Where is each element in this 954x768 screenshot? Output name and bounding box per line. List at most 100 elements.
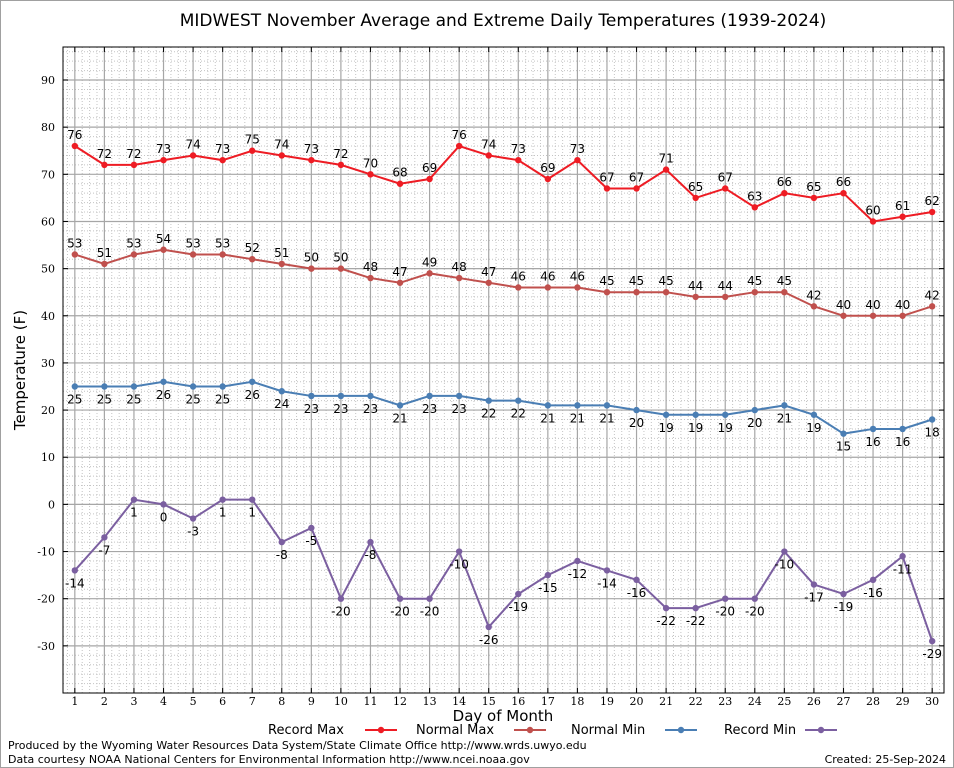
record-min-point [71, 567, 79, 574]
plot-frame [62, 46, 945, 694]
normal-min-value-label: 26 [156, 388, 171, 402]
x-tick-label: 7 [249, 695, 256, 708]
normal-min-value-label: 16 [895, 435, 910, 449]
x-tick-label: 1 [71, 695, 78, 708]
normal-max-point [308, 265, 315, 272]
record-min-value-label: -20 [390, 605, 410, 619]
normal-min-value-label: 21 [599, 411, 614, 425]
normal-max-value-label: 45 [658, 274, 673, 288]
record-max-value-label: 74 [185, 137, 200, 151]
legend-label-record-min: Record Min [724, 723, 796, 738]
record-max-point [308, 156, 315, 164]
normal-max-point [278, 260, 285, 268]
record-min-point [189, 515, 197, 522]
record-min-point [603, 567, 611, 574]
x-tick-label: 17 [541, 695, 555, 708]
x-tick-label: 29 [896, 695, 910, 708]
x-tick-label: 5 [190, 695, 197, 708]
normal-min-value-label: 25 [67, 393, 82, 407]
normal-min-value-label: 22 [481, 407, 496, 421]
normal-max-point [455, 274, 463, 282]
normal-min-value-label: 20 [629, 416, 644, 430]
record-max-value-label: 73 [304, 142, 319, 156]
normal-max-value-label: 40 [895, 298, 910, 312]
plot-area [63, 47, 944, 693]
x-tick-label: 22 [689, 695, 703, 708]
record-max-point [426, 175, 433, 183]
normal-min-value-label: 21 [570, 411, 585, 425]
record-min-point [544, 571, 552, 579]
y-tick-label: 40 [41, 310, 55, 323]
x-tick-label: 2 [101, 695, 108, 708]
normal-max-value-label: 52 [245, 241, 260, 255]
normal-min-point [751, 406, 758, 414]
normal-max-value-label: 45 [777, 274, 792, 288]
record-max-point [928, 208, 936, 216]
normal-min-point [219, 383, 226, 390]
normal-min-value-label: 23 [422, 402, 437, 416]
x-tick-label: 14 [452, 695, 466, 708]
normal-max-point [869, 312, 877, 319]
normal-min-point [278, 388, 285, 395]
data-labels: 76 72 72 73 74 73 75 74 73 72 70 68 69 76 74 73 69 73 67 67… [65, 128, 942, 661]
normal-max-point [544, 284, 552, 291]
record-min-value-label: -19 [834, 600, 854, 614]
x-tick-label: 23 [718, 695, 732, 708]
record-max-value-label: 73 [215, 142, 230, 156]
record-min-point [367, 538, 374, 546]
record-min-value-label: -20 [420, 605, 440, 619]
normal-max-value-label: 53 [126, 236, 141, 250]
normal-min-point [574, 402, 581, 409]
normal-min-point [515, 397, 522, 404]
record-max-value-label: 60 [865, 203, 880, 217]
x-tick-label: 27 [836, 695, 850, 708]
record-max-point [189, 152, 197, 159]
record-max-value-label: 67 [718, 170, 733, 184]
normal-min-point [899, 425, 906, 433]
y-axis-title: Temperature (F) [11, 310, 29, 431]
normal-min-point [869, 425, 877, 433]
legend-label-record-max: Record Max [268, 723, 344, 738]
legend-marker-normal-min [677, 726, 685, 734]
record-min-point [396, 595, 404, 602]
record-min-value-label: -29 [922, 647, 942, 661]
record-min-value-label: -5 [305, 534, 317, 548]
record-min-value-label: -20 [745, 605, 765, 619]
normal-max-value-label: 42 [806, 288, 821, 302]
normal-min-value-label: 21 [392, 411, 407, 425]
normal-max-value-label: 46 [540, 269, 555, 283]
record-max-point [810, 194, 818, 202]
x-tick-label: 20 [630, 695, 644, 708]
normal-max-value-label: 53 [215, 236, 230, 250]
record-max-point [249, 147, 256, 154]
record-max-point [219, 156, 226, 164]
record-max-point [367, 171, 374, 178]
record-max-point [485, 152, 492, 159]
normal-max-point [840, 312, 847, 319]
record-min-value-label: -22 [656, 614, 676, 628]
normal-min-point [396, 402, 404, 409]
record-max-value-label: 62 [925, 194, 940, 208]
normal-max-point [781, 288, 788, 296]
record-min-point [249, 496, 256, 503]
normal-max-point [337, 265, 345, 272]
normal-max-value-label: 48 [452, 260, 467, 274]
normal-max-value-label: 47 [481, 265, 496, 279]
record-min-point [219, 496, 226, 503]
record-max-value-label: 67 [629, 170, 644, 184]
normal-min-point [308, 392, 315, 400]
normal-min-value-label: 19 [658, 421, 673, 435]
record-min-point [515, 590, 522, 598]
footer-created: Created: 25-Sep-2024 [825, 753, 946, 766]
record-max-point [722, 185, 729, 192]
record-max-point [160, 156, 167, 164]
normal-min-point [781, 402, 788, 409]
normal-max-value-label: 51 [97, 246, 112, 260]
record-min-point [840, 590, 847, 598]
x-tick-label: 8 [278, 695, 285, 708]
normal-max-point [396, 279, 404, 286]
record-max-point [603, 185, 611, 192]
normal-max-point [219, 251, 226, 258]
x-tick-label: 13 [423, 695, 437, 708]
record-min-value-label: -14 [597, 576, 617, 590]
